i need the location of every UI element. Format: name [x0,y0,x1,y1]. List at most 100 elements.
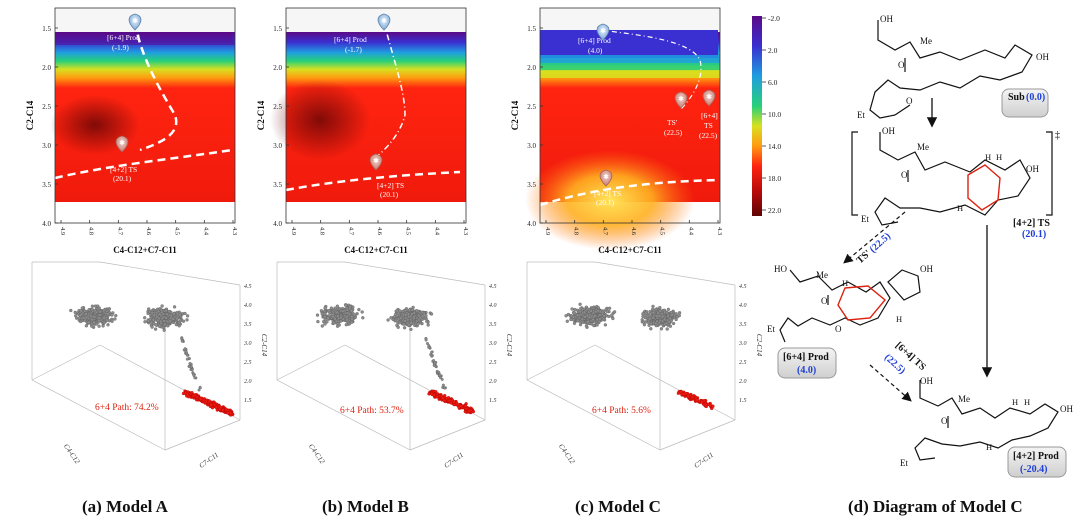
scatter-point-gray [83,309,87,313]
scatter-point-gray [607,306,612,310]
scatter-ztick: 2.5 [489,360,497,366]
ts-prime-energy-c: (22.5) [664,128,683,137]
scatter-point-gray [172,305,177,309]
ts-prime-label-c: TS' [667,118,678,127]
scatter-point-gray [185,318,189,322]
scatter-zlabel: C2-C14 [505,334,513,357]
scatter-point-gray [565,319,569,323]
svg-text:✱: ✱ [706,93,712,101]
scatter-point-gray [93,308,97,313]
scatter-point-gray [584,324,589,328]
scatter-point-gray [102,308,106,312]
scatter-frame-edge [31,379,166,451]
scatter-point-gray [329,306,334,310]
scatter-point-gray [143,316,147,320]
scatter-ztick: 4.0 [739,302,747,309]
map-xtick: 4.4 [687,227,694,236]
scatter-point-gray [178,313,182,317]
scatter-point-gray [90,307,94,312]
ts42-energy-a: (20.1) [113,174,132,183]
scatter-point-gray [674,317,678,322]
map-xtick: 4.8 [88,227,95,235]
scatter-point-gray [316,319,320,324]
scatter-point-gray [78,319,83,324]
scatter-point-gray [430,350,434,354]
arrow-prod64-prod42 [869,364,912,402]
scatter-point-gray [157,316,161,321]
scatter-point-gray [603,323,608,327]
scatter-point-red [435,395,439,399]
p64-h2: H [842,278,848,288]
scatter-point-gray [97,324,101,328]
scatter-point-red [203,400,208,404]
scatter-point-gray [345,318,349,322]
scatter-point-gray [335,310,339,315]
scatter-point-gray [90,304,95,308]
scatter-xlabel: C4-C12 [557,442,577,465]
ts-molecule [874,132,1031,226]
scatter-point-gray [192,373,196,377]
map-frame [285,7,467,224]
map-ytick: 3.5 [527,181,536,189]
scatter-point-gray [668,316,672,321]
scatter-point-gray [97,316,102,320]
scatter-ztick: 3.0 [738,341,747,347]
map-xtick: 4.3 [462,227,469,235]
caption-d: (d) Diagram of Model C [848,497,1023,516]
scatter-point-gray [658,309,662,313]
pin-ts-b: ✱ [369,153,383,171]
scatter-point-gray [155,315,159,319]
scatter-point-gray [607,314,611,319]
scatter-ztick: 4.5 [244,283,252,290]
pin-prod-c: ✱ [596,23,610,41]
scatter-point-red [459,404,463,408]
prod42-box [1007,446,1067,478]
scatter-point-gray [98,310,102,314]
scatter-point-gray [424,338,428,342]
scatter-point-gray [411,305,415,310]
p42-me: Me [958,394,970,404]
scatter-point-gray [677,313,681,318]
scatter-point-red [441,396,445,400]
scatter-point-red [452,400,456,404]
scatter-point-gray [593,310,598,314]
scatter-point-red [682,392,686,396]
scatter-point-gray [143,320,147,324]
scatter-point-gray [345,315,349,319]
ts-prime-energy-d: (22.5) [868,231,893,255]
scatter-point-gray [412,314,416,319]
scatter-point-gray [566,312,571,317]
ts-me: Me [917,142,929,152]
scatter-point-gray [662,317,667,322]
map-ylabel: C2-C14 [256,100,266,130]
path-line-a2 [54,148,233,180]
scatter-point-gray [361,316,365,320]
ts64-label-c: [6+4] [701,111,718,120]
sub-energy: (0.0) [1026,92,1045,103]
scatter-point-gray [177,324,181,328]
bracket-left [851,131,858,216]
scatter-panel-c: 4.5 4.0 3.5 3.0 2.5 2.0 1.5 C2-C14 C4-C12 C7-C11 [526,261,763,470]
scatter-panel-b: 4.5 4.0 3.5 3.0 2.5 2.0 1.5 C2-C14 C4-C12 C7-C11 [276,261,513,470]
scatter-point-gray [160,304,164,308]
map-ytick: 2.5 [273,103,282,111]
prod42-label-d: [4+2] Prod [1013,451,1059,462]
scatter-frame-edge [526,344,596,381]
p64-o2: O [835,324,842,334]
map-xtick: 4.5 [174,227,181,235]
scatter-point-gray [333,317,337,321]
map-xlabel: C4-C12+C7-C11 [344,245,408,255]
scatter-point-gray [573,307,577,312]
scatter-point-red [711,404,715,408]
scatter-point-gray [649,321,653,326]
scatter-point-gray [654,314,659,318]
pes-blue-region-c [540,30,718,58]
scatter-point-gray [575,313,580,317]
scatter-point-gray [153,327,158,331]
arrow-ts-prod64 [843,211,906,264]
svg-text:✱: ✱ [119,139,125,147]
scatter-point-gray [323,322,327,326]
scatter-point-gray [401,322,406,326]
scatter-point-red [695,398,699,402]
